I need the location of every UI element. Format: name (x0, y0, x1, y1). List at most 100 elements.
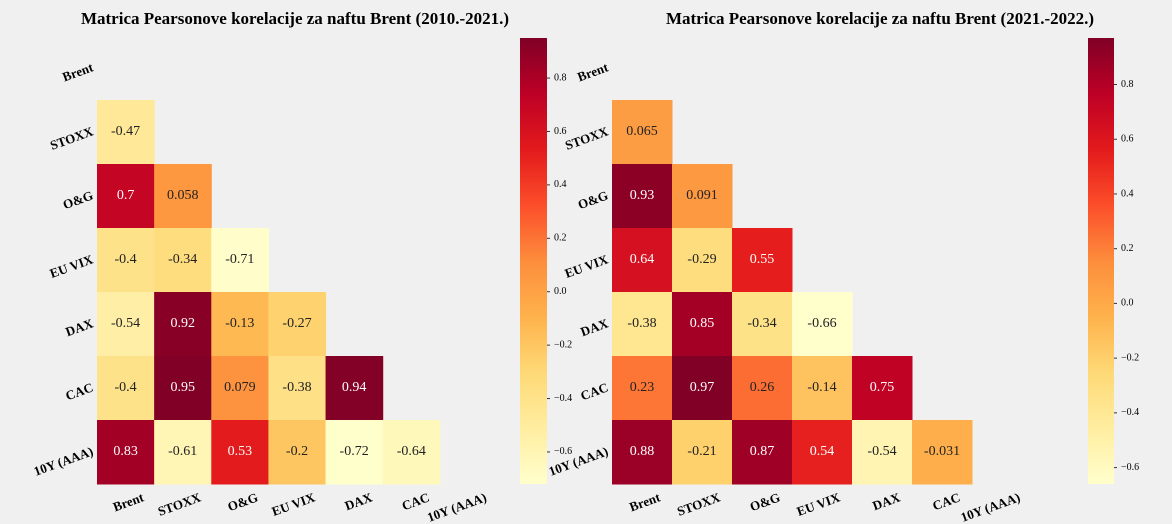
cell-label: 0.92 (170, 316, 195, 331)
cell-label: 0.83 (113, 444, 138, 459)
y-tick-label: Brent (60, 59, 95, 84)
colorbar-tick-label: 0.4 (554, 179, 567, 190)
colorbar-tick-label: 0.2 (554, 233, 567, 244)
heatmap-cell (268, 356, 327, 421)
y-tick-label: 10Y (AAA) (32, 444, 95, 479)
colorbar-tick-label: 0.6 (554, 126, 567, 137)
cell-label: -0.29 (687, 252, 716, 267)
cell-label: -0.4 (114, 380, 136, 395)
cell-label: 0.53 (228, 444, 253, 459)
colorbar-tick-label: −0.6 (554, 446, 572, 457)
colorbar-tick-label: 0.0 (554, 286, 567, 297)
cell-label: -0.2 (286, 444, 308, 459)
heatmap-cell (612, 292, 673, 357)
heatmap-cell (97, 228, 155, 293)
colorbar-tick-label: 0.2 (1121, 243, 1134, 254)
cell-label: 0.85 (690, 316, 715, 331)
cell-label: -0.64 (397, 444, 426, 459)
cell-label: -0.38 (282, 380, 311, 395)
cell-label: 0.079 (224, 380, 256, 395)
heatmap-cell (382, 420, 441, 485)
cell-label: -0.4 (114, 252, 136, 267)
heatmap-cell (732, 292, 793, 357)
cell-label: -0.71 (225, 252, 254, 267)
heatmap-cell (268, 420, 327, 485)
cell-label: 0.065 (626, 124, 658, 139)
cell-label: 0.93 (630, 188, 655, 203)
heatmap-cell (97, 420, 155, 485)
heatmap-cell (268, 292, 327, 357)
heatmap-cell (732, 356, 793, 421)
cell-label: -0.14 (807, 380, 836, 395)
heatmap-cell (211, 356, 269, 421)
cell-label: -0.34 (747, 316, 776, 331)
cell-label: 0.64 (630, 252, 655, 267)
heatmap-cell (97, 100, 155, 165)
heatmap-cell (672, 292, 733, 357)
colorbar-tick-label: −0.2 (1121, 352, 1139, 363)
x-tick-label: 10Y (AAA) (959, 490, 1022, 524)
heatmap-cell (154, 292, 212, 357)
x-tick-label: CAC (930, 490, 962, 514)
x-tick-label: STOXX (675, 489, 723, 519)
heatmap-cell (211, 292, 269, 357)
colorbar-tick-label: 0.8 (554, 72, 567, 83)
cell-label: -0.13 (225, 316, 254, 331)
heatmap-cell (325, 420, 384, 485)
cell-label: 0.7 (117, 188, 135, 203)
heatmap-cell (672, 356, 733, 421)
heatmap-cell (612, 164, 673, 229)
cell-label: 0.95 (170, 380, 195, 395)
y-tick-label: CAC (578, 380, 610, 404)
cell-label: 0.97 (690, 380, 715, 395)
y-tick-label: EU VIX (563, 251, 611, 281)
cell-label: 0.75 (870, 380, 895, 395)
heatmap-cell (325, 356, 384, 421)
heatmap-cell (732, 420, 793, 485)
heatmap-cell (672, 164, 733, 229)
colorbar (520, 38, 547, 484)
heatmap-cell (154, 420, 212, 485)
y-tick-label: STOXX (563, 123, 611, 153)
colorbar (1088, 38, 1114, 484)
heatmap-cell (672, 420, 733, 485)
x-tick-label: STOXX (156, 489, 204, 519)
chart-title: Matrica Pearsonove korelacije za naftu B… (81, 9, 509, 28)
x-tick-label: O&G (748, 490, 782, 515)
cell-label: -0.61 (168, 444, 197, 459)
heatmap-cell (912, 420, 973, 485)
cell-label: 0.058 (167, 188, 199, 203)
cell-label: 0.87 (750, 444, 775, 459)
heatmap-cell (612, 228, 673, 293)
heatmap-cell (672, 228, 733, 293)
x-tick-label: EU VIX (795, 489, 843, 519)
cell-label: -0.54 (111, 316, 140, 331)
heatmap-cell (792, 292, 853, 357)
cell-label: 0.23 (630, 380, 655, 395)
cell-label: -0.66 (807, 316, 836, 331)
colorbar-tick-label: 0.6 (1121, 134, 1134, 145)
x-tick-label: 10Y (AAA) (425, 490, 488, 524)
y-tick-label: O&G (61, 188, 95, 213)
chart-title: Matrica Pearsonove korelacije za naftu B… (666, 9, 1094, 28)
cell-label: -0.47 (111, 124, 140, 139)
colorbar-tick-label: −0.6 (1121, 462, 1139, 473)
heatmap-cell (852, 356, 913, 421)
heatmap-cell (792, 420, 853, 485)
y-tick-label: O&G (576, 188, 610, 213)
x-tick-label: O&G (226, 490, 260, 515)
heatmap-cell (97, 356, 155, 421)
heatmap-cell (612, 356, 673, 421)
y-tick-label: DAX (578, 315, 610, 339)
cell-label: 0.091 (686, 188, 718, 203)
heatmap-cell (97, 292, 155, 357)
heatmap-cell (211, 228, 269, 293)
cell-label: -0.21 (687, 444, 716, 459)
colorbar-tick-label: −0.4 (554, 393, 572, 404)
heatmap-cell (612, 420, 673, 485)
cell-label: -0.34 (168, 252, 197, 267)
x-tick-label: DAX (343, 489, 375, 513)
cell-label: -0.27 (282, 316, 311, 331)
x-tick-label: Brent (627, 489, 662, 514)
